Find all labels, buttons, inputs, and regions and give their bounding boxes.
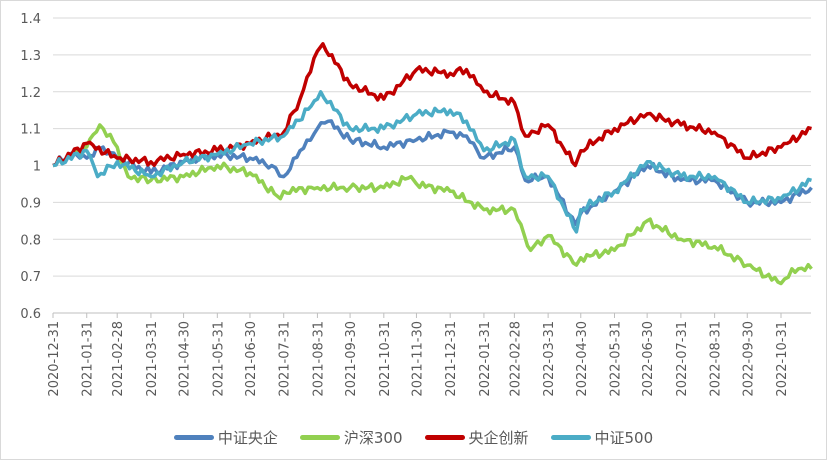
y-tick-label: 0.9	[20, 196, 41, 211]
legend-label: 中证500	[594, 429, 654, 447]
x-tick-label: 2022-03-31	[542, 321, 557, 397]
series-line-沪深300	[52, 123, 813, 286]
legend-swatch	[173, 435, 214, 440]
legend-swatch	[424, 435, 465, 440]
x-tick-label: 2021-07-31	[278, 321, 293, 397]
x-tick-label: 2022-10-31	[775, 321, 790, 397]
legend-label: 沪深300	[343, 429, 403, 447]
series-line-央企创新	[52, 42, 812, 168]
x-tick-label: 2021-10-31	[378, 321, 393, 397]
x-tick-label: 2021-09-30	[344, 321, 359, 397]
legend-label: 中证央企	[217, 429, 278, 447]
y-tick-label: 1.1	[20, 123, 41, 138]
x-tick-label: 2022-05-31	[609, 321, 624, 397]
legend: 中证央企 沪深300 央企创新 中证500	[1, 427, 826, 448]
legend-item: 沪深300	[299, 427, 403, 448]
x-tick-label: 2021-02-28	[111, 321, 126, 397]
y-tick-label: 0.8	[20, 233, 41, 248]
y-tick-label: 1.2	[20, 86, 41, 101]
x-tick-label: 2021-01-31	[81, 321, 96, 397]
x-tick-label: 2021-03-31	[145, 321, 160, 397]
legend-item: 央企创新	[424, 427, 529, 448]
x-tick-label: 2020-12-31	[47, 321, 62, 397]
x-tick-label: 2021-12-31	[444, 321, 459, 397]
x-tick-label: 2022-02-28	[508, 321, 523, 397]
y-tick-label: 0.6	[20, 307, 41, 322]
y-tick-label: 1.3	[20, 49, 41, 64]
x-tick-label: 2021-06-30	[244, 321, 259, 397]
x-tick-label: 2022-06-30	[641, 321, 656, 397]
x-tick-label: 2022-08-31	[709, 321, 724, 397]
x-tick-label: 2021-05-31	[211, 321, 226, 397]
x-tick-label: 2022-07-31	[675, 321, 690, 397]
legend-label: 央企创新	[468, 429, 529, 447]
series-line-中证500	[52, 90, 812, 234]
legend-swatch	[550, 435, 591, 440]
x-tick-label: 2022-01-31	[478, 321, 493, 397]
x-tick-label: 2021-11-30	[410, 321, 425, 397]
x-tick-label: 2022-09-30	[741, 321, 756, 397]
y-tick-label: 1.4	[20, 12, 41, 27]
x-tick-label: 2021-04-30	[178, 321, 193, 397]
legend-item: 中证500	[550, 427, 654, 448]
x-tick-label: 2022-04-30	[575, 321, 590, 397]
y-tick-label: 1	[33, 160, 41, 175]
legend-swatch	[299, 435, 340, 440]
y-tick-label: 0.7	[20, 270, 41, 285]
legend-item: 中证央企	[173, 427, 278, 448]
x-tick-label: 2021-08-31	[311, 321, 326, 397]
